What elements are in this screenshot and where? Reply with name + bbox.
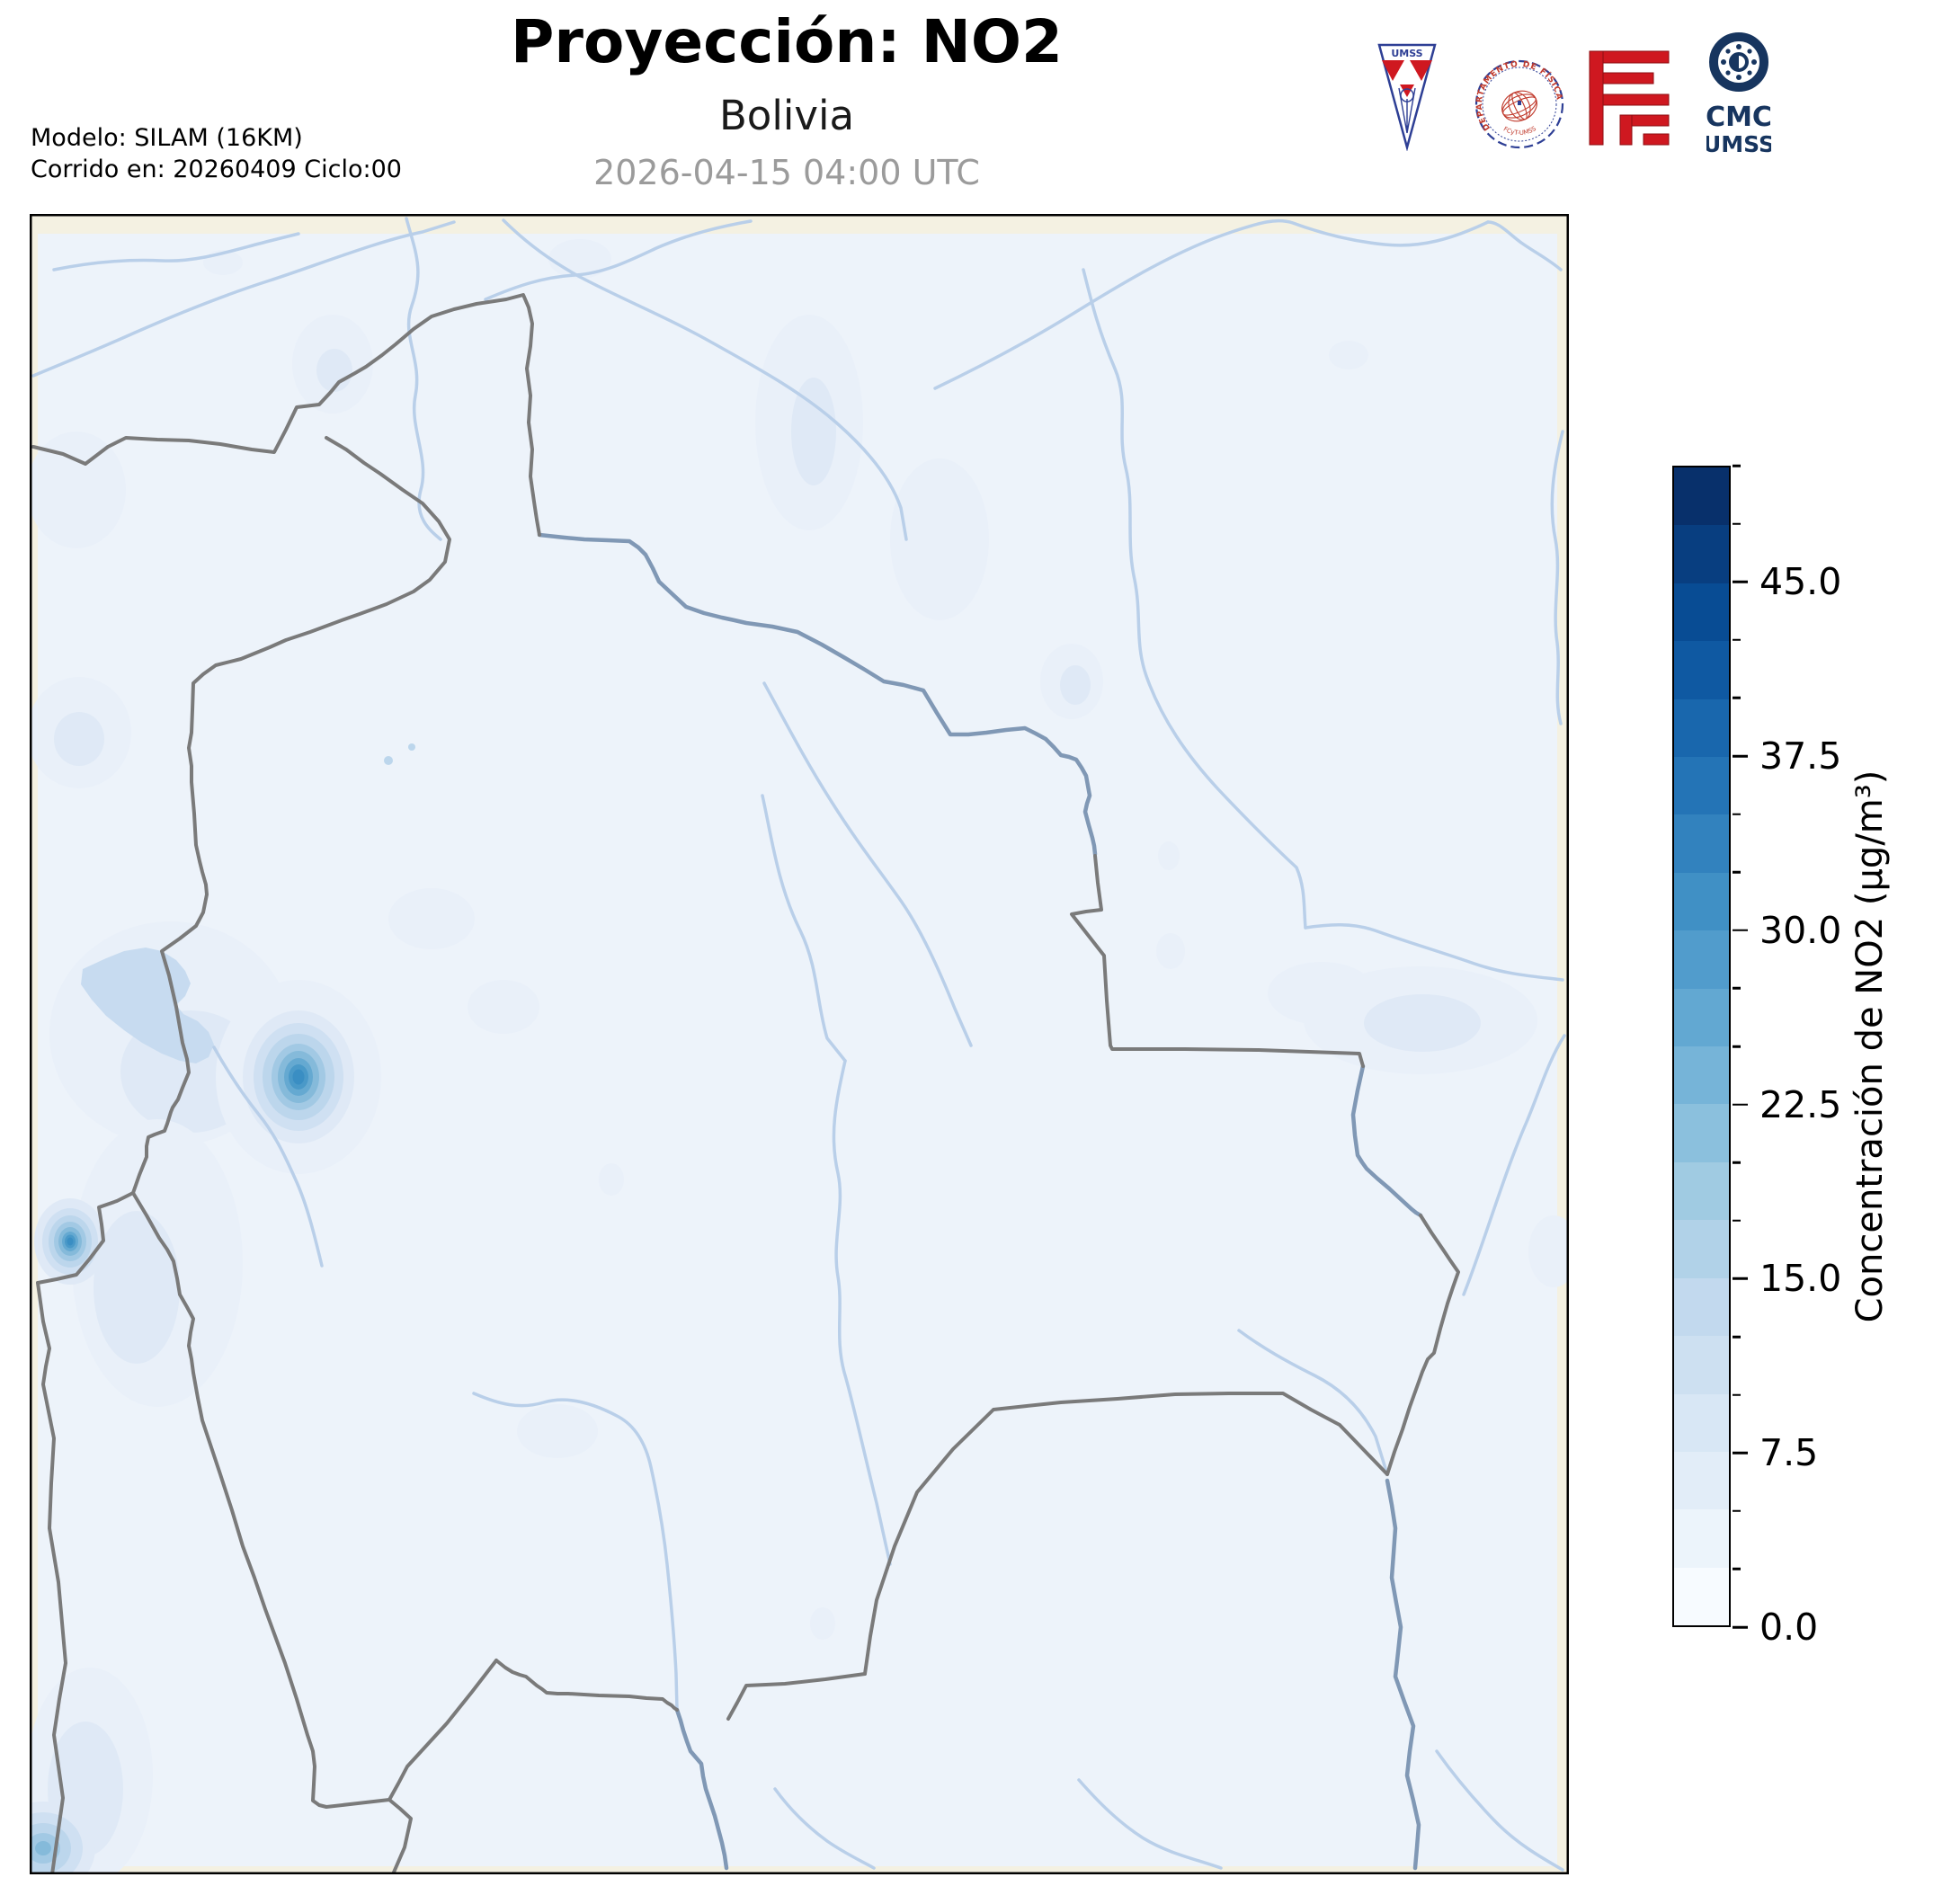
cmc-label-line1: CMC [1706, 102, 1771, 133]
hotspot-southwest-corner [30, 1802, 95, 1874]
forecast-datetime: 2026-04-15 04:00 UTC [593, 153, 980, 192]
umss-pennant-logo: UMSS [1377, 43, 1437, 151]
country-borders [31, 293, 1460, 1874]
colorbar-segment [1674, 583, 1729, 642]
colorbar-axis-label: Concentración de NO2 (µg/m³) [1849, 770, 1891, 1323]
colorbar-segment [1674, 1393, 1729, 1452]
physics-department-stamp-logo: DEPARTAMENTO DE FÍSICA FCyT-UMSS [1474, 60, 1564, 149]
pennant-label: UMSS [1391, 48, 1422, 59]
colorbar-segment [1674, 1567, 1729, 1626]
stamp-globe-lines [1501, 90, 1537, 122]
colorbar-segment [1674, 1509, 1729, 1568]
fcyt-red-logo [1589, 50, 1670, 146]
model-info: Modelo: SILAM (16KM) Corrido en: 2026040… [31, 122, 402, 185]
colorbar-segment [1674, 1336, 1729, 1394]
colorbar-segment [1674, 988, 1729, 1047]
colorbar-segment [1674, 1104, 1729, 1162]
colorbar-segment [1674, 872, 1729, 931]
page-title: Proyección: NO2 [511, 7, 1063, 76]
model-name: Modelo: SILAM (16KM) [31, 124, 303, 152]
cmc-umss-logo: CMC UMSS [1706, 32, 1771, 157]
hotspot-west-edge [34, 1198, 106, 1285]
colorbar-segment [1674, 1161, 1729, 1221]
colorbar: 0.0 7.5 15.0 22.5 30.0 37.5 45.0 [1672, 464, 1841, 1649]
colorbar-segment [1674, 1451, 1729, 1510]
model-run: Corrido en: 20260409 Ciclo:00 [31, 156, 402, 183]
page-subtitle: Bolivia [718, 92, 855, 139]
colorbar-segment [1674, 1046, 1729, 1105]
hotspot-la-paz-area [216, 980, 381, 1174]
rivers [31, 217, 1566, 1872]
cmc-label-line2: UMSS [1706, 131, 1771, 157]
colorbar-segment [1674, 1220, 1729, 1278]
colorbar-segment [1674, 930, 1729, 989]
colorbar-segment [1674, 698, 1729, 758]
colorbar-segment [1674, 467, 1729, 526]
colorbar-segments [1672, 466, 1731, 1627]
colorbar-segment [1674, 757, 1729, 815]
border-rivers [537, 532, 1423, 1871]
concentration-contours [30, 239, 1569, 1874]
colorbar-segment [1674, 814, 1729, 873]
colorbar-segment [1674, 525, 1729, 583]
colorbar-segment [1674, 641, 1729, 699]
colorbar-segment [1674, 1277, 1729, 1337]
